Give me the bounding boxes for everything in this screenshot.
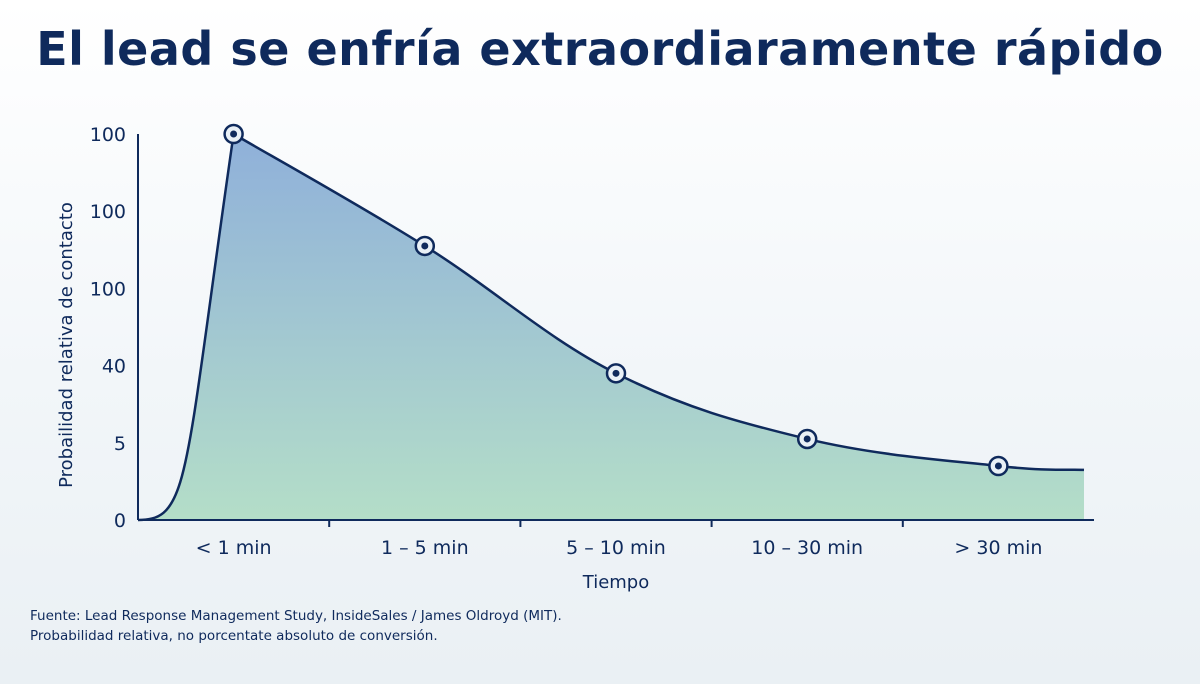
data-point-center: [803, 435, 811, 443]
x-tick-label: < 1 min: [196, 537, 272, 559]
source-note: Fuente: Lead Response Management Study, …: [30, 606, 562, 646]
source-line: Fuente: Lead Response Management Study, …: [30, 608, 562, 624]
data-point-center: [421, 242, 429, 250]
series-line: [137, 132, 1085, 522]
x-axis-title: Tiempo: [582, 572, 650, 593]
x-tick-label: 5 – 10 min: [566, 537, 666, 559]
y-tick-label: 0: [114, 510, 126, 532]
chart-title: El lead se enfría extraordiaramente rápi…: [36, 22, 1164, 76]
data-point-center: [612, 369, 620, 377]
data-point-center: [994, 462, 1002, 470]
y-tick-label: 100: [90, 124, 126, 146]
x-tick-label: 1 – 5 min: [381, 537, 469, 559]
x-tick-label: > 30 min: [954, 537, 1042, 559]
data-point-center: [230, 130, 238, 138]
y-tick-label: 100: [90, 278, 126, 300]
y-axis-title: Probailidad relativa de contacto: [56, 202, 77, 488]
note-line: Probabilidad relativa, no porcentate abs…: [30, 628, 438, 644]
x-tick-label: 10 – 30 min: [751, 537, 863, 559]
y-tick-label: 5: [114, 433, 126, 455]
area-fill: [138, 134, 1084, 520]
y-tick-label: 100: [90, 201, 126, 223]
y-tick-label: 40: [102, 356, 126, 378]
